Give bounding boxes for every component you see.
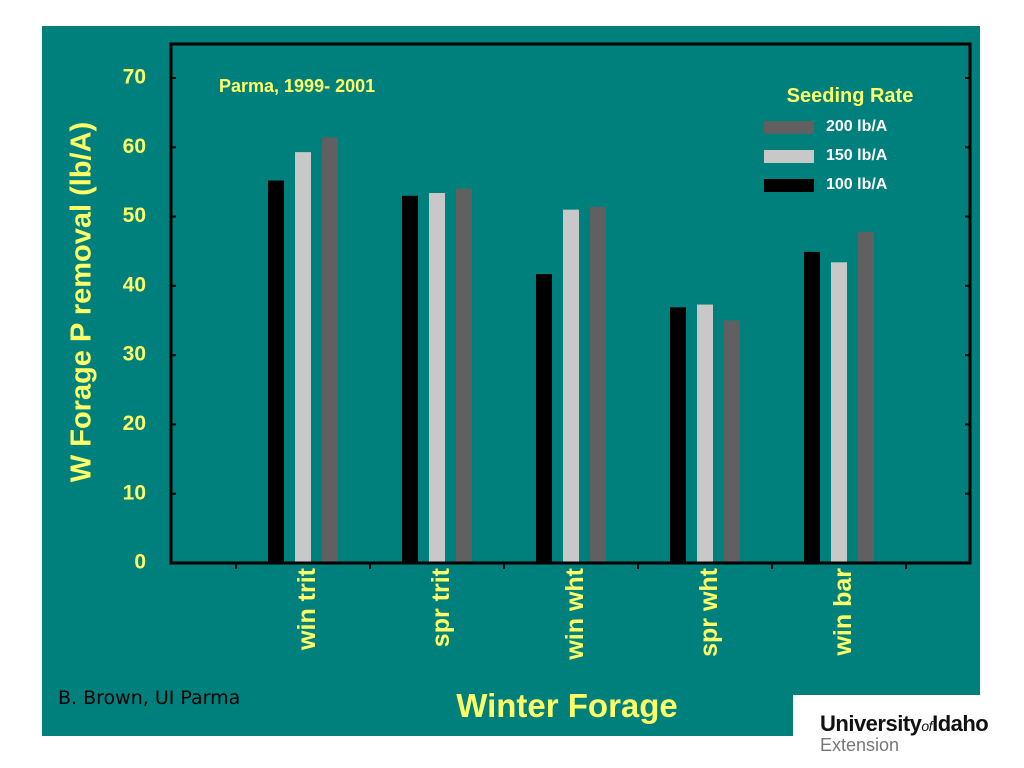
bar bbox=[268, 180, 284, 564]
bar bbox=[563, 209, 579, 563]
legend-swatch bbox=[764, 121, 814, 134]
x-tick-label: win wht bbox=[561, 567, 589, 660]
bar bbox=[322, 137, 338, 564]
bar bbox=[804, 251, 820, 563]
legend-label: 150 lb/A bbox=[826, 147, 888, 164]
y-axis-label: W Forage P removal (lb/A) bbox=[66, 122, 98, 482]
legend-label: 100 lb/A bbox=[826, 176, 888, 193]
legend-title: Seeding Rate bbox=[787, 85, 914, 107]
bar bbox=[536, 274, 552, 563]
logo-university: University bbox=[820, 711, 922, 736]
y-tick-label: 70 bbox=[123, 66, 146, 89]
bar bbox=[697, 304, 713, 563]
university-logo: UniversityofIdaho Extension bbox=[793, 695, 1024, 768]
bar bbox=[831, 262, 847, 563]
bar bbox=[724, 320, 740, 563]
x-tick-label: spr wht bbox=[695, 567, 723, 657]
credit-text: B. Brown, UI Parma bbox=[58, 687, 241, 709]
bar bbox=[402, 195, 418, 564]
legend: Seeding Rate 200 lb/A 150 lb/A 100 lb/A bbox=[764, 85, 913, 193]
plot-frame bbox=[169, 42, 972, 565]
y-tick-label: 10 bbox=[123, 481, 146, 504]
logo-idaho: Idaho bbox=[932, 711, 989, 736]
x-tick-label: win bar bbox=[829, 568, 857, 657]
bar bbox=[858, 231, 874, 564]
x-tick-label: spr trit bbox=[427, 567, 455, 647]
y-tick-label: 0 bbox=[134, 551, 146, 574]
bar bbox=[670, 307, 686, 563]
chart-annotation: Parma, 1999- 2001 bbox=[219, 76, 375, 96]
legend-label: 200 lb/A bbox=[826, 118, 888, 135]
y-tick-label: 30 bbox=[123, 343, 146, 366]
legend-swatch bbox=[764, 179, 814, 192]
y-tick-label: 40 bbox=[123, 273, 146, 296]
legend-swatch bbox=[764, 150, 814, 163]
x-tick-label: win trit bbox=[293, 567, 321, 651]
logo-extension: Extension bbox=[820, 735, 900, 755]
bar bbox=[295, 152, 311, 563]
bar bbox=[429, 193, 445, 563]
logo-of: of bbox=[921, 718, 933, 734]
bar bbox=[456, 188, 472, 563]
y-tick-label: 50 bbox=[123, 204, 146, 227]
bar bbox=[590, 206, 606, 563]
slide-background bbox=[42, 26, 980, 736]
y-tick-label: 20 bbox=[123, 412, 146, 435]
x-axis-label: Winter Forage bbox=[456, 687, 678, 724]
logo-wordmark: UniversityofIdaho bbox=[820, 711, 989, 737]
y-tick-label: 60 bbox=[123, 135, 146, 158]
